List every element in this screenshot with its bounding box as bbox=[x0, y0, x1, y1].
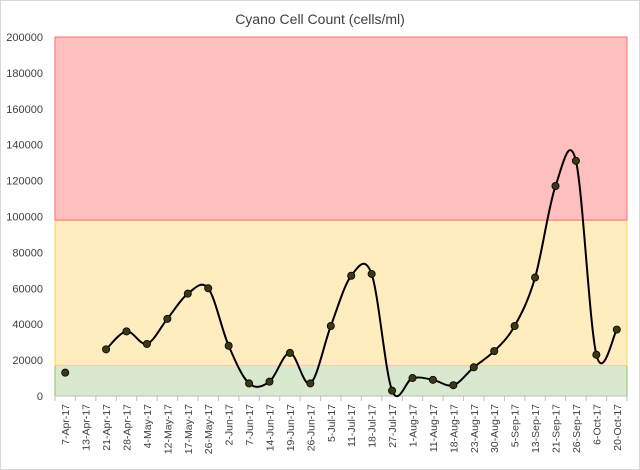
y-tick-label: 200000 bbox=[6, 32, 43, 44]
x-tick-label: 14-Jun-17 bbox=[265, 404, 277, 451]
data-point bbox=[326, 321, 335, 330]
x-tick-label: 11-Jul-17 bbox=[346, 404, 358, 447]
y-tick-label: 160000 bbox=[6, 104, 43, 116]
y-tick-label: 60000 bbox=[12, 283, 43, 295]
x-tick-label: 23-Aug-17 bbox=[469, 404, 481, 453]
band-2 bbox=[54, 36, 628, 221]
data-point bbox=[183, 289, 192, 298]
y-tick-label: 80000 bbox=[12, 247, 43, 259]
data-point bbox=[163, 314, 172, 323]
data-point bbox=[612, 325, 621, 334]
data-point bbox=[449, 381, 458, 390]
data-point bbox=[102, 345, 111, 354]
series-markers bbox=[61, 156, 621, 395]
data-point bbox=[510, 321, 519, 330]
x-tick-label: 4-May-17 bbox=[142, 404, 154, 449]
x-tick-label: 27-Jul-17 bbox=[387, 404, 399, 448]
x-tick-label: 7-Apr-17 bbox=[60, 404, 72, 445]
data-point bbox=[469, 363, 478, 372]
x-tick-label: 6-Oct-17 bbox=[591, 404, 603, 445]
y-tick-label: 140000 bbox=[6, 140, 43, 152]
data-point bbox=[367, 269, 376, 278]
x-tick-label: 18-Jul-17 bbox=[367, 404, 379, 448]
x-tick-label: 26-Jun-17 bbox=[305, 404, 317, 451]
x-tick-label: 21-Apr-17 bbox=[101, 404, 113, 451]
x-tick-label: 5-Sep-17 bbox=[510, 404, 522, 447]
data-point bbox=[551, 181, 560, 190]
x-tick-label: 30-Aug-17 bbox=[489, 404, 501, 453]
data-point bbox=[347, 271, 356, 280]
x-tick-label: 21-Sep-17 bbox=[551, 404, 563, 453]
x-tick-label: 5-Jul-17 bbox=[326, 404, 338, 442]
x-tick-label: 19-Jun-17 bbox=[285, 404, 297, 451]
data-point bbox=[224, 341, 233, 350]
x-tick-label: 26-May-17 bbox=[203, 404, 215, 454]
x-tick-label: 12-May-17 bbox=[162, 404, 174, 454]
data-point bbox=[61, 368, 70, 377]
data-point bbox=[285, 348, 294, 357]
y-tick-label: 20000 bbox=[12, 355, 43, 367]
y-tick-label: 120000 bbox=[6, 176, 43, 188]
x-tick-label: 18-Aug-17 bbox=[448, 404, 460, 453]
data-point bbox=[122, 327, 131, 336]
data-point bbox=[490, 347, 499, 356]
x-tick-label: 17-May-17 bbox=[183, 404, 195, 454]
x-tick-label: 7-Jun-17 bbox=[244, 404, 256, 446]
chart-title: Cyano Cell Count (cells/ml) bbox=[235, 11, 405, 27]
band-1 bbox=[54, 219, 628, 366]
x-tick-label: 28-Apr-17 bbox=[122, 404, 134, 451]
data-point bbox=[388, 386, 397, 395]
data-point bbox=[408, 374, 417, 383]
y-axis-ticks: 0 20000 40000 60000 80000 100000 120000 140000 1… bbox=[6, 32, 43, 403]
data-point bbox=[142, 339, 151, 348]
data-point bbox=[306, 379, 315, 388]
x-tick-label: 20-Oct-17 bbox=[612, 404, 624, 451]
x-axis-ticks: 7-Apr-17 13-Apr-17 21-Apr-17 28-Apr-17 4-May… bbox=[54, 396, 628, 454]
band-0 bbox=[54, 364, 628, 397]
x-tick-label: 2-Jun-17 bbox=[224, 404, 236, 446]
y-tick-label: 180000 bbox=[6, 68, 43, 80]
data-point bbox=[428, 375, 437, 384]
x-tick-label: 1-Aug-17 bbox=[408, 404, 420, 447]
x-tick-label: 13-Sep-17 bbox=[530, 404, 542, 453]
y-tick-label: 100000 bbox=[6, 212, 43, 224]
data-point bbox=[531, 273, 540, 282]
x-tick-label: 13-Apr-17 bbox=[81, 404, 93, 451]
data-point bbox=[204, 284, 213, 293]
y-tick-label: 0 bbox=[37, 391, 43, 403]
data-point bbox=[592, 350, 601, 359]
y-tick-label: 40000 bbox=[12, 319, 43, 331]
data-point bbox=[245, 379, 254, 388]
series-line bbox=[105, 149, 618, 398]
data-point bbox=[571, 156, 580, 165]
x-tick-label: 11-Aug-17 bbox=[428, 404, 440, 452]
data-point bbox=[265, 377, 274, 386]
x-tick-label: 26-Sep-17 bbox=[571, 404, 583, 453]
